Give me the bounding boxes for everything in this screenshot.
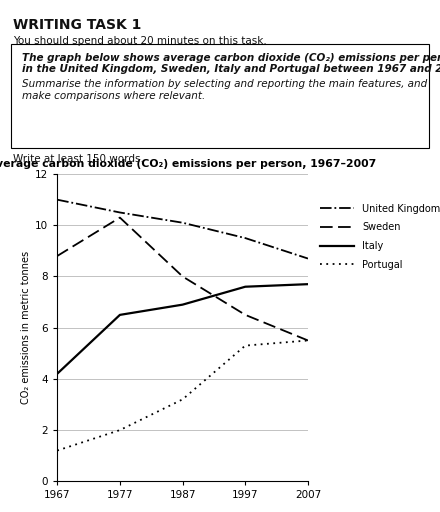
Text: WRITING TASK 1: WRITING TASK 1	[13, 18, 142, 32]
Legend: United Kingdom, Sweden, Italy, Portugal: United Kingdom, Sweden, Italy, Portugal	[320, 203, 440, 270]
Text: in the United Kingdom, Sweden, Italy and Portugal between 1967 and 2007.: in the United Kingdom, Sweden, Italy and…	[22, 64, 440, 74]
Text: Summarise the information by selecting and reporting the main features, and: Summarise the information by selecting a…	[22, 79, 427, 90]
Title: Average carbon dioxide (CO₂) emissions per person, 1967–2007: Average carbon dioxide (CO₂) emissions p…	[0, 159, 377, 169]
Text: You should spend about 20 minutes on this task.: You should spend about 20 minutes on thi…	[13, 36, 267, 46]
Y-axis label: CO₂ emissions in metric tonnes: CO₂ emissions in metric tonnes	[21, 251, 31, 404]
Text: make comparisons where relevant.: make comparisons where relevant.	[22, 91, 205, 101]
Text: Write at least 150 words.: Write at least 150 words.	[13, 154, 144, 164]
Text: The graph below shows average carbon dioxide (CO₂) emissions per person: The graph below shows average carbon dio…	[22, 53, 440, 63]
